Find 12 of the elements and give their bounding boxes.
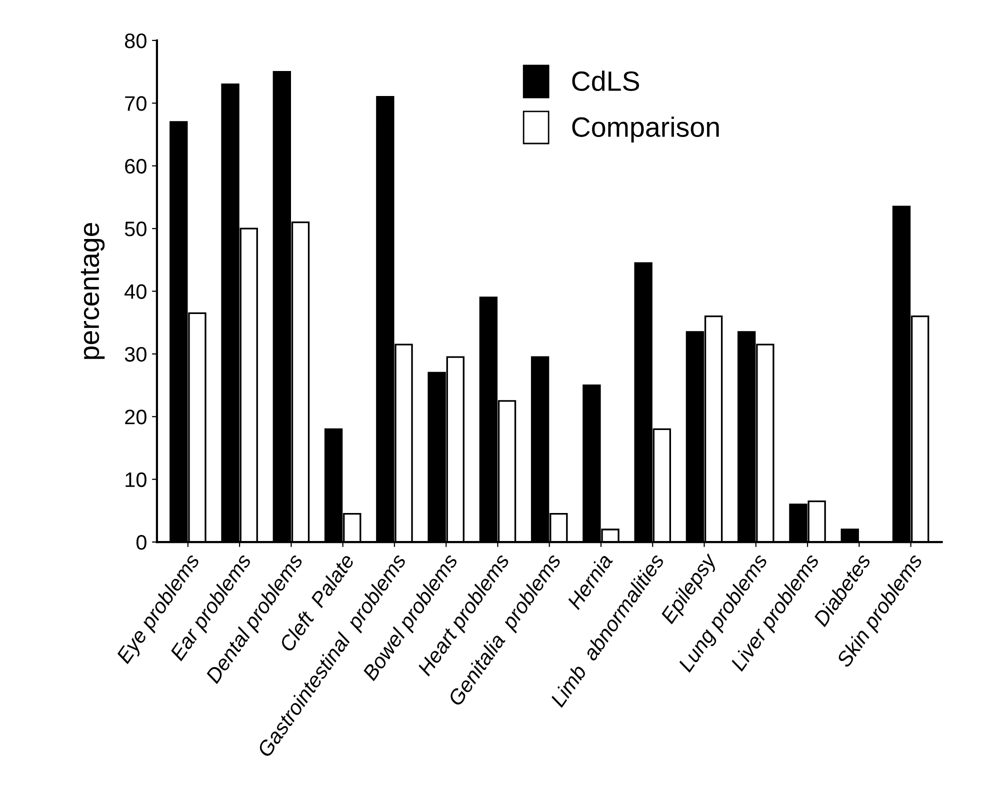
y-tick-label: 10	[126, 472, 146, 488]
legend-label: Comparison	[572, 116, 719, 142]
y-tick-label: 70	[125, 96, 146, 111]
y-tick-label: 80	[124, 33, 146, 48]
y-tick-label: 60	[125, 158, 146, 174]
y-axis-title: percentage	[80, 222, 105, 359]
y-tick-label: 40	[124, 284, 146, 299]
y-tick-label: 50	[124, 222, 146, 236]
y-tick-label: 30	[124, 346, 146, 362]
y-tick-label: 0	[136, 535, 146, 550]
legend-label: CdLS	[572, 70, 640, 91]
y-tick-label: 20	[125, 410, 146, 424]
